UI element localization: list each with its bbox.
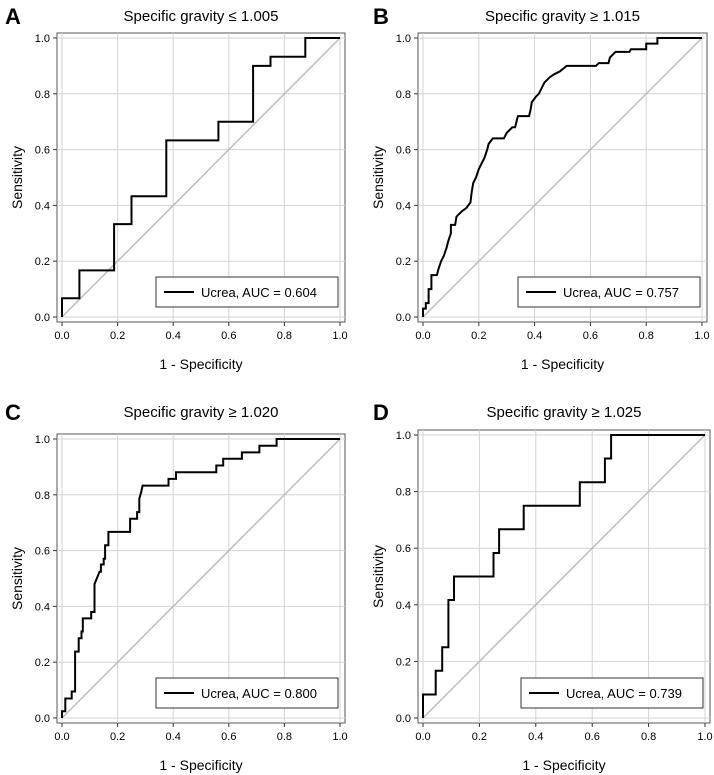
y-tick-label: 0.4 [396,200,411,212]
x-tick-label: 0.4 [527,330,542,342]
roc-curve-line [422,37,702,317]
x-tick-label: 0.0 [415,330,430,342]
y-axis-label: Sensitivity [370,545,386,608]
legend: Ucrea, AUC = 0.604 [155,276,339,308]
y-tick-label: 1.0 [396,33,411,45]
panel-title: Specific gravity ≤ 1.005 [124,8,279,25]
y-tick-label: 0.8 [396,89,411,101]
roc-curve-line [422,434,705,718]
legend-label: Ucrea, AUC = 0.757 [563,285,679,300]
y-tick-label: 0.2 [35,657,50,669]
x-tick-label: 0.4 [528,731,543,743]
x-tick-label: 1.0 [332,731,347,743]
x-tick-label: 0.2 [110,731,125,743]
legend: Ucrea, AUC = 0.757 [517,276,701,308]
y-tick-label: 0.0 [35,713,50,725]
panel-title: Specific gravity ≥ 1.015 [485,8,640,25]
y-tick-label: 1.0 [396,430,411,442]
x-tick-label: 0.8 [639,330,654,342]
y-tick-label: 0.4 [35,601,50,613]
x-tick-label: 0.0 [54,330,69,342]
x-tick-label: 0.8 [277,330,292,342]
x-tick-label: 0.6 [583,330,598,342]
x-tick-label: 0.4 [166,330,181,342]
y-tick-label: 0.8 [396,487,411,499]
panel-letter: A [5,4,21,29]
x-tick-label: 1.0 [332,330,347,342]
x-tick-label: 0.0 [415,731,430,743]
panel-c: 0.0 0.0 0.2 0.2 0.4 0.4 0.6 0.6 0.8 0.8 1.0 1.0 Ucre… [5,400,348,773]
y-tick-label: 0.2 [396,656,411,668]
legend-label: Ucrea, AUC = 0.739 [566,686,682,701]
x-tick-label: 0.2 [472,731,487,743]
panel-letter: D [373,400,389,425]
x-tick-label: 0.2 [110,330,125,342]
legend-label: Ucrea, AUC = 0.800 [201,686,317,701]
y-tick-label: 0.2 [35,256,50,268]
x-tick-label: 0.6 [221,330,236,342]
roc-curve-line [61,438,340,718]
legend: Ucrea, AUC = 0.739 [520,677,704,709]
y-tick-label: 0.6 [35,145,50,157]
x-tick-label: 0.2 [471,330,486,342]
panel-letter: B [373,4,389,29]
y-tick-label: 0.4 [35,200,50,212]
panel-d: 0.0 0.0 0.2 0.2 0.4 0.4 0.6 0.6 0.8 0.8 1.0 1.0 Ucre… [370,400,713,773]
panel-letter: C [5,400,21,425]
legend: Ucrea, AUC = 0.800 [155,677,339,709]
y-tick-label: 0.8 [35,89,50,101]
x-tick-label: 0.4 [166,731,181,743]
x-axis-label: 1 - Specificity [159,356,242,372]
x-tick-label: 0.6 [221,731,236,743]
panel-a: 0.0 0.0 0.2 0.2 0.4 0.4 0.6 0.6 0.8 0.8 1.0 1.0 Ucre… [5,4,348,372]
panel-title: Specific gravity ≥ 1.025 [487,404,642,421]
legend-label: Ucrea, AUC = 0.604 [201,285,317,300]
y-tick-label: 1.0 [35,33,50,45]
x-tick-label: 0.8 [641,731,656,743]
x-tick-label: 0.0 [54,731,69,743]
y-tick-label: 0.0 [396,312,411,324]
x-tick-label: 1.0 [697,731,712,743]
y-tick-label: 0.8 [35,490,50,502]
y-axis-label: Sensitivity [9,547,25,610]
roc-curve-line [61,37,340,317]
y-tick-label: 0.0 [35,312,50,324]
panel-title: Specific gravity ≥ 1.020 [124,404,279,421]
y-tick-label: 1.0 [35,434,50,446]
x-axis-label: 1 - Specificity [521,356,604,372]
x-tick-label: 0.8 [277,731,292,743]
panel-b: 0.0 0.0 0.2 0.2 0.4 0.4 0.6 0.6 0.8 0.8 1.0 1.0 Ucre… [370,4,710,372]
y-tick-label: 0.2 [396,256,411,268]
y-tick-label: 0.6 [396,145,411,157]
y-tick-label: 0.6 [35,546,50,558]
y-axis-label: Sensitivity [370,146,386,209]
y-axis-label: Sensitivity [9,146,25,209]
reference-diagonal-line [61,438,341,719]
y-tick-label: 0.0 [396,713,411,725]
y-tick-label: 0.6 [396,543,411,555]
x-tick-label: 0.6 [585,731,600,743]
reference-diagonal-line [422,434,706,719]
x-axis-label: 1 - Specificity [159,757,242,773]
reference-diagonal-line [422,37,703,318]
x-tick-label: 1.0 [694,330,709,342]
x-axis-label: 1 - Specificity [522,757,605,773]
y-tick-label: 0.4 [396,600,411,612]
